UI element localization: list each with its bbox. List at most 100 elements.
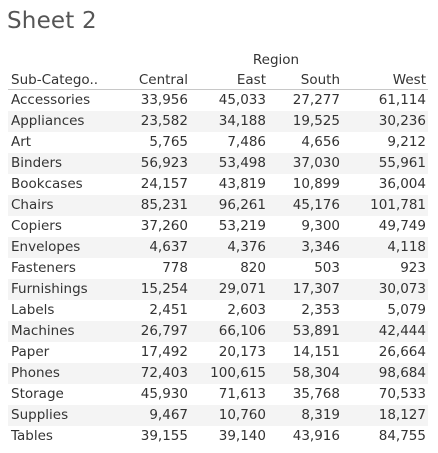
value-cell-south[interactable]: 3,346 — [301, 239, 340, 255]
table-row[interactable]: Accessories 33,956 45,033 27,277 61,114 — [8, 90, 428, 111]
table-row[interactable]: Binders 56,923 53,498 37,030 55,961 — [8, 153, 428, 174]
value-cell-east[interactable]: 43,819 — [218, 176, 266, 192]
column-header-central[interactable]: Central — [138, 72, 188, 88]
value-cell-south[interactable]: 4,656 — [301, 134, 340, 150]
value-cell-central[interactable]: 24,157 — [140, 176, 188, 192]
value-cell-central[interactable]: 85,231 — [140, 197, 188, 213]
sub-category-label[interactable]: Furnishings — [11, 281, 88, 297]
value-cell-west[interactable]: 923 — [400, 260, 426, 276]
row-header-sub-category[interactable]: Sub-Catego.. — [11, 72, 99, 88]
table-row[interactable]: Storage 45,930 71,613 35,768 70,533 — [8, 384, 428, 405]
value-cell-east[interactable]: 2,603 — [227, 302, 266, 318]
value-cell-central[interactable]: 5,765 — [149, 134, 188, 150]
sub-category-label[interactable]: Tables — [11, 428, 53, 444]
value-cell-west[interactable]: 98,684 — [378, 365, 426, 381]
value-cell-central[interactable]: 26,797 — [140, 323, 188, 339]
value-cell-west[interactable]: 18,127 — [378, 407, 426, 423]
sub-category-label[interactable]: Chairs — [11, 197, 54, 213]
value-cell-east[interactable]: 45,033 — [218, 92, 266, 108]
value-cell-east[interactable]: 34,188 — [218, 113, 266, 129]
value-cell-central[interactable]: 9,467 — [149, 407, 188, 423]
value-cell-central[interactable]: 72,403 — [140, 365, 188, 381]
sub-category-label[interactable]: Labels — [11, 302, 55, 318]
value-cell-south[interactable]: 27,277 — [292, 92, 340, 108]
value-cell-south[interactable]: 43,916 — [292, 428, 340, 444]
table-row[interactable]: Bookcases 24,157 43,819 10,899 36,004 — [8, 174, 428, 195]
value-cell-south[interactable]: 35,768 — [292, 386, 340, 402]
value-cell-south[interactable]: 10,899 — [292, 176, 340, 192]
column-header-south[interactable]: South — [300, 72, 340, 88]
table-row[interactable]: Envelopes 4,637 4,376 3,346 4,118 — [8, 237, 428, 258]
value-cell-west[interactable]: 36,004 — [378, 176, 426, 192]
sub-category-label[interactable]: Storage — [11, 386, 64, 402]
sub-category-label[interactable]: Appliances — [11, 113, 85, 129]
column-header-west[interactable]: West — [392, 72, 426, 88]
value-cell-central[interactable]: 56,923 — [140, 155, 188, 171]
table-row[interactable]: Machines 26,797 66,106 53,891 42,444 — [8, 321, 428, 342]
value-cell-central[interactable]: 15,254 — [140, 281, 188, 297]
table-row[interactable]: Supplies 9,467 10,760 8,319 18,127 — [8, 405, 428, 426]
value-cell-west[interactable]: 42,444 — [378, 323, 426, 339]
value-cell-west[interactable]: 61,114 — [378, 92, 426, 108]
sub-category-label[interactable]: Supplies — [11, 407, 69, 423]
value-cell-west[interactable]: 55,961 — [378, 155, 426, 171]
value-cell-west[interactable]: 84,755 — [378, 428, 426, 444]
value-cell-west[interactable]: 30,073 — [378, 281, 426, 297]
value-cell-central[interactable]: 23,582 — [140, 113, 188, 129]
table-row[interactable]: Phones 72,403 100,615 58,304 98,684 — [8, 363, 428, 384]
sub-category-label[interactable]: Accessories — [11, 92, 91, 108]
table-row[interactable]: Copiers 37,260 53,219 9,300 49,749 — [8, 216, 428, 237]
sub-category-label[interactable]: Machines — [11, 323, 75, 339]
value-cell-east[interactable]: 96,261 — [218, 197, 266, 213]
sub-category-label[interactable]: Bookcases — [11, 176, 83, 192]
value-cell-west[interactable]: 70,533 — [378, 386, 426, 402]
value-cell-east[interactable]: 20,173 — [218, 344, 266, 360]
sub-category-label[interactable]: Paper — [11, 344, 50, 360]
value-cell-east[interactable]: 820 — [240, 260, 266, 276]
value-cell-central[interactable]: 45,930 — [140, 386, 188, 402]
value-cell-south[interactable]: 14,151 — [292, 344, 340, 360]
sub-category-label[interactable]: Art — [11, 134, 32, 150]
value-cell-south[interactable]: 53,891 — [292, 323, 340, 339]
value-cell-south[interactable]: 17,307 — [292, 281, 340, 297]
value-cell-east[interactable]: 66,106 — [218, 323, 266, 339]
value-cell-west[interactable]: 9,212 — [387, 134, 426, 150]
value-cell-east[interactable]: 29,071 — [218, 281, 266, 297]
value-cell-central[interactable]: 778 — [162, 260, 188, 276]
value-cell-south[interactable]: 2,353 — [301, 302, 340, 318]
value-cell-south[interactable]: 58,304 — [292, 365, 340, 381]
value-cell-south[interactable]: 9,300 — [301, 218, 340, 234]
value-cell-east[interactable]: 7,486 — [227, 134, 266, 150]
value-cell-east[interactable]: 39,140 — [218, 428, 266, 444]
value-cell-south[interactable]: 19,525 — [292, 113, 340, 129]
value-cell-east[interactable]: 100,615 — [210, 365, 266, 381]
value-cell-central[interactable]: 39,155 — [140, 428, 188, 444]
sub-category-label[interactable]: Fasteners — [11, 260, 76, 276]
sub-category-label[interactable]: Envelopes — [11, 239, 81, 255]
value-cell-west[interactable]: 49,749 — [378, 218, 426, 234]
value-cell-central[interactable]: 17,492 — [140, 344, 188, 360]
value-cell-west[interactable]: 30,236 — [378, 113, 426, 129]
value-cell-east[interactable]: 53,219 — [218, 218, 266, 234]
table-row[interactable]: Paper 17,492 20,173 14,151 26,664 — [8, 342, 428, 363]
table-row[interactable]: Furnishings 15,254 29,071 17,307 30,073 — [8, 279, 428, 300]
value-cell-south[interactable]: 503 — [314, 260, 340, 276]
value-cell-east[interactable]: 53,498 — [218, 155, 266, 171]
value-cell-central[interactable]: 2,451 — [149, 302, 188, 318]
table-row[interactable]: Appliances 23,582 34,188 19,525 30,236 — [8, 111, 428, 132]
value-cell-west[interactable]: 101,781 — [370, 197, 426, 213]
value-cell-west[interactable]: 5,079 — [387, 302, 426, 318]
value-cell-east[interactable]: 4,376 — [227, 239, 266, 255]
table-row[interactable]: Art 5,765 7,486 4,656 9,212 — [8, 132, 428, 153]
column-group-header-region[interactable]: Region — [252, 52, 300, 68]
value-cell-south[interactable]: 45,176 — [292, 197, 340, 213]
column-header-east[interactable]: East — [236, 72, 266, 88]
value-cell-east[interactable]: 10,760 — [218, 407, 266, 423]
value-cell-west[interactable]: 4,118 — [387, 239, 426, 255]
table-row[interactable]: Labels 2,451 2,603 2,353 5,079 — [8, 300, 428, 321]
table-row[interactable]: Chairs 85,231 96,261 45,176 101,781 — [8, 195, 428, 216]
sub-category-label[interactable]: Copiers — [11, 218, 62, 234]
value-cell-south[interactable]: 8,319 — [301, 407, 340, 423]
table-row[interactable]: Tables 39,155 39,140 43,916 84,755 — [8, 426, 428, 447]
sub-category-label[interactable]: Binders — [11, 155, 63, 171]
